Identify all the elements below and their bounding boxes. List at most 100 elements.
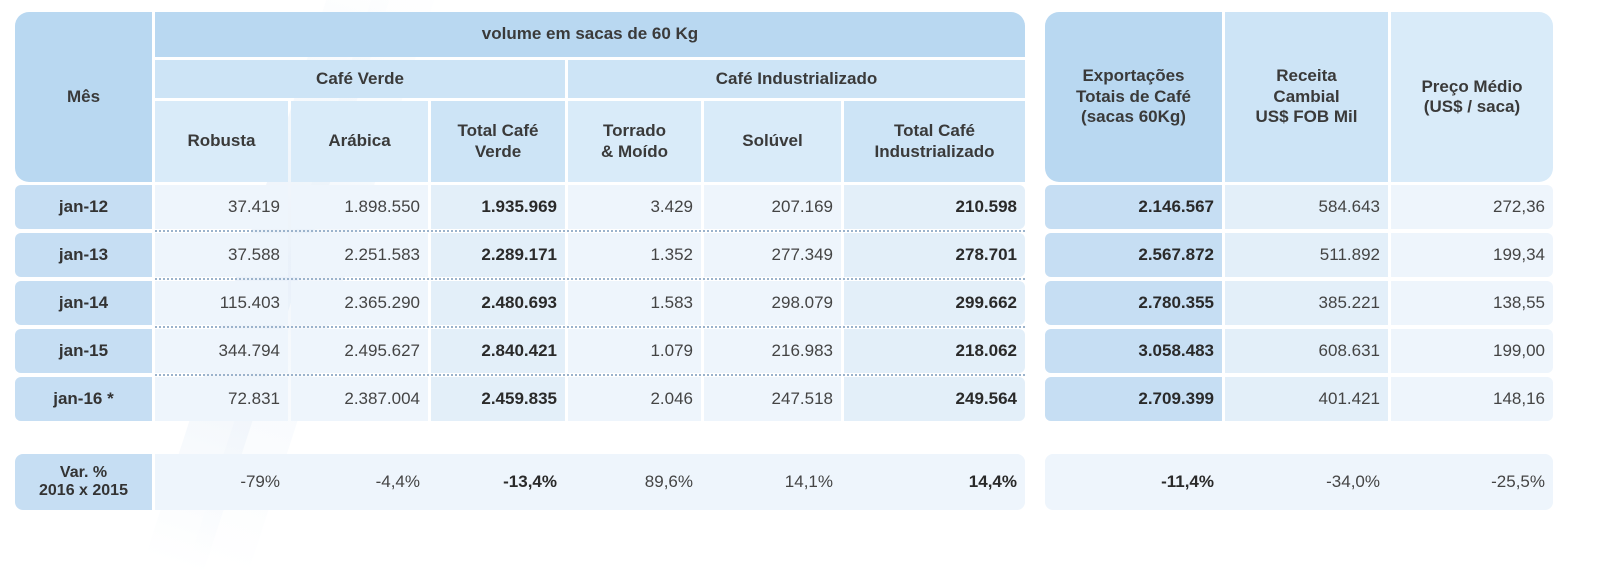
- row-month-label: jan-16 *: [53, 389, 114, 409]
- cell-receita: 401.421: [1225, 377, 1388, 421]
- cell-total-verde: 2.480.693: [431, 281, 565, 325]
- cell-receita: 584.643: [1225, 185, 1388, 229]
- cell-export: 2.567.872: [1045, 233, 1222, 277]
- variation-mes-line2: 2016 x 2015: [39, 482, 128, 499]
- variation-robusta-value: -79%: [240, 472, 280, 491]
- row-value: 608.631: [1318, 341, 1380, 360]
- row-value: 2.251.583: [344, 245, 420, 264]
- row-value: 401.421: [1318, 389, 1380, 408]
- variation-arabica: -4,4%: [291, 454, 428, 510]
- row-value: 511.892: [1319, 245, 1380, 264]
- header-preco-line1: Preço Médio: [1421, 76, 1523, 96]
- row-value: 1.898.550: [344, 197, 420, 216]
- row-value: 2.365.290: [344, 293, 420, 312]
- cell-mes: jan-14: [15, 281, 152, 325]
- row-value: 218.062: [955, 341, 1017, 360]
- cell-total-verde: 1.935.969: [431, 185, 565, 229]
- row-month-label: jan-13: [58, 245, 109, 265]
- header-volume: volume em sacas de 60 Kg: [155, 12, 1025, 57]
- row-value: 385.221: [1318, 293, 1380, 312]
- row-value: 2.567.872: [1138, 245, 1214, 264]
- cell-total-verde: 2.840.421: [431, 329, 565, 373]
- cell-soluvel: 298.079: [704, 281, 841, 325]
- cell-torrado: 2.046: [568, 377, 701, 421]
- row-separator: [155, 230, 1025, 232]
- row-value: 247.518: [771, 389, 833, 408]
- cell-preco: 148,16: [1391, 377, 1553, 421]
- variation-preco-value: -25,5%: [1491, 472, 1545, 491]
- cell-export: 2.146.567: [1045, 185, 1222, 229]
- header-robusta: Robusta: [155, 101, 288, 182]
- header-total-verde-line1: Total Café: [457, 121, 539, 141]
- row-value: 278.701: [955, 245, 1017, 264]
- row-month-label: jan-15: [58, 341, 109, 361]
- cell-torrado: 1.352: [568, 233, 701, 277]
- row-value: 1.935.969: [481, 197, 557, 216]
- row-value: 115.403: [219, 293, 280, 312]
- row-value: 210.598: [955, 197, 1017, 216]
- cell-total-ind: 278.701: [844, 233, 1025, 277]
- row-value: 272,36: [1493, 197, 1545, 216]
- cell-arabica: 2.495.627: [291, 329, 428, 373]
- cell-soluvel: 277.349: [704, 233, 841, 277]
- header-preco-line2: (US$ / saca): [1423, 97, 1521, 116]
- cell-soluvel: 207.169: [704, 185, 841, 229]
- header-torrado-line2: & Moído: [600, 141, 669, 161]
- row-value: 2.459.835: [481, 389, 557, 408]
- row-value: 2.780.355: [1138, 293, 1214, 312]
- header-total-verde: Total Café Verde: [431, 101, 565, 182]
- row-separator: [155, 374, 1025, 376]
- variation-right-band: [1045, 454, 1553, 510]
- header-arabica: Arábica: [291, 101, 428, 182]
- header-total-industrializado: Total Café Industrializado: [844, 101, 1025, 182]
- header-mes: Mês: [15, 12, 152, 182]
- variation-torrado-value: 89,6%: [644, 472, 693, 491]
- row-value: 3.058.483: [1138, 341, 1214, 360]
- cell-arabica: 2.387.004: [291, 377, 428, 421]
- variation-total-ind: 14,4%: [844, 454, 1025, 510]
- row-value: 138,55: [1493, 293, 1545, 312]
- cell-arabica: 2.365.290: [291, 281, 428, 325]
- cell-soluvel: 247.518: [704, 377, 841, 421]
- header-soluvel: Solúvel: [704, 101, 841, 182]
- row-value: 2.840.421: [481, 341, 557, 360]
- variation-left-band: [155, 454, 1025, 510]
- cell-mes: jan-12: [15, 185, 152, 229]
- variation-mes-line1: Var. %: [59, 463, 108, 481]
- variation-arabica-value: -4,4%: [375, 472, 420, 491]
- cell-robusta: 37.588: [155, 233, 288, 277]
- cell-arabica: 2.251.583: [291, 233, 428, 277]
- header-exportacoes: Exportações Totais de Café (sacas 60Kg): [1045, 12, 1222, 182]
- row-value: 584.643: [1318, 197, 1380, 216]
- cell-export: 3.058.483: [1045, 329, 1222, 373]
- header-total-verde-line2: Verde: [474, 141, 522, 161]
- cell-preco: 272,36: [1391, 185, 1553, 229]
- variation-total-verde-value: -13,4%: [503, 472, 557, 491]
- header-arabica-label: Arábica: [328, 131, 391, 151]
- cell-receita: 511.892: [1225, 233, 1388, 277]
- header-total-ind-line2: Industrializado: [874, 141, 995, 161]
- header-torrado: Torrado & Moído: [568, 101, 701, 182]
- row-value: 148,16: [1493, 389, 1545, 408]
- cell-arabica: 1.898.550: [291, 185, 428, 229]
- cell-robusta: 344.794: [155, 329, 288, 373]
- variation-receita-value: -34,0%: [1326, 472, 1380, 491]
- row-value: 216.983: [771, 341, 833, 360]
- cell-total-verde: 2.289.171: [431, 233, 565, 277]
- header-cafe-verde: Café Verde: [155, 60, 565, 98]
- header-total-ind-line1: Total Café: [894, 121, 975, 141]
- header-export-line1: Exportações: [1082, 66, 1185, 86]
- header-cafe-industrializado-label: Café Industrializado: [715, 68, 878, 88]
- cell-robusta: 37.419: [155, 185, 288, 229]
- row-separator: [155, 278, 1025, 280]
- row-value: 199,34: [1493, 245, 1545, 264]
- cell-total-ind: 218.062: [844, 329, 1025, 373]
- header-export-line3: (sacas 60Kg): [1081, 107, 1186, 127]
- cell-total-ind: 249.564: [844, 377, 1025, 421]
- row-value: 199,00: [1493, 341, 1545, 360]
- cell-mes: jan-13: [15, 233, 152, 277]
- variation-soluvel: 14,1%: [704, 454, 841, 510]
- variation-mes: Var. % 2016 x 2015: [15, 454, 152, 510]
- variation-total-ind-value: 14,4%: [968, 472, 1017, 491]
- variation-robusta: -79%: [155, 454, 288, 510]
